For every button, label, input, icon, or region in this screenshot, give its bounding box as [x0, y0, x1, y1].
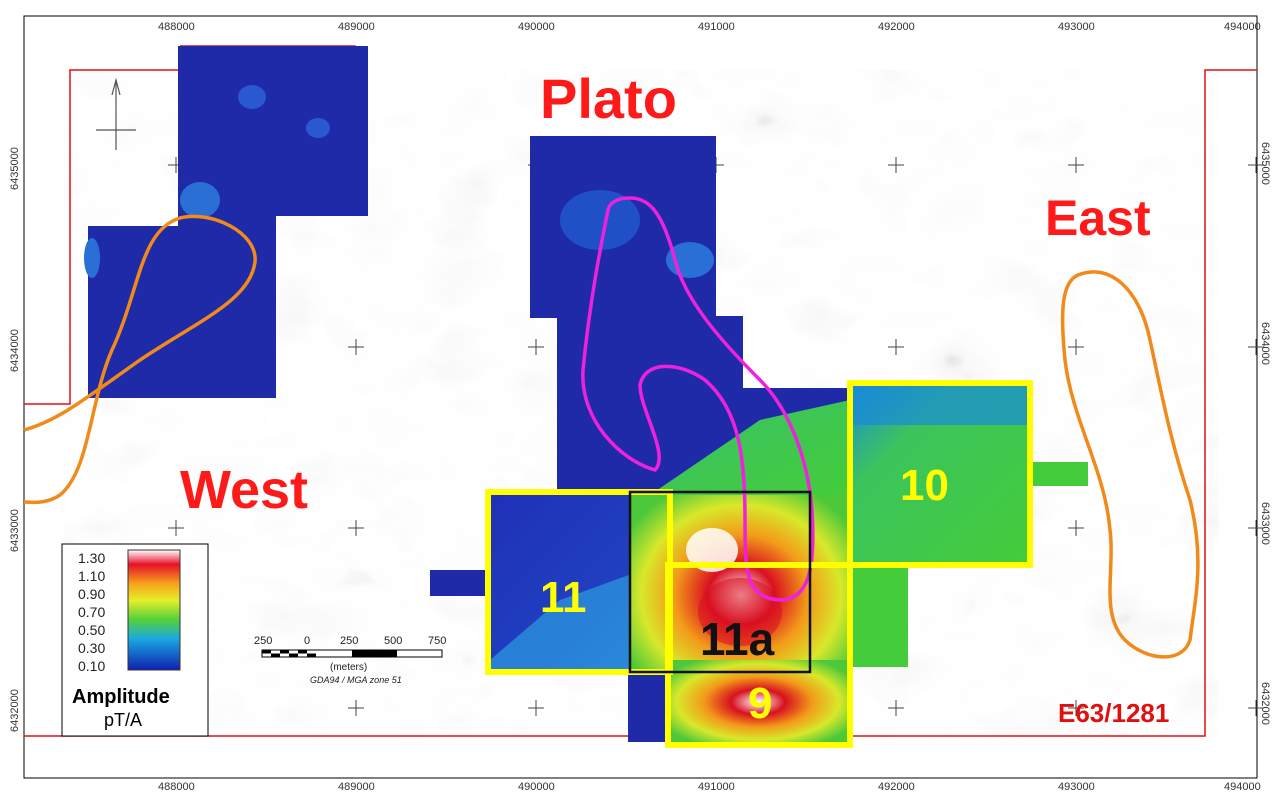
legend-color-bar [127, 549, 181, 671]
scale-bar: 250 0 250 500 750 (meters) GDA94 / MGA z… [254, 635, 446, 685]
x-tick: 492000 [878, 21, 915, 33]
x-tick: 490000 [518, 781, 555, 793]
x-tick: 489000 [338, 781, 375, 793]
scale-label: 250 [340, 635, 358, 647]
x-tick: 492000 [878, 781, 915, 793]
region-label-east: East [1045, 190, 1151, 246]
y-tick: 6435000 [9, 147, 21, 190]
x-axis-top: 488000 489000 490000 491000 492000 49300… [158, 21, 1261, 33]
y-tick: 6434000 [9, 329, 21, 372]
block-label-10: 10 [900, 461, 949, 510]
block-label-11a: 11a [700, 613, 775, 665]
scale-units: (meters) [330, 662, 367, 673]
y-axis-right: 6435000 6434000 6433000 6432000 [1259, 142, 1271, 725]
y-tick: 6434000 [1259, 322, 1271, 365]
y-tick: 6432000 [9, 689, 21, 732]
em-block-plato [530, 136, 850, 495]
block-10-outline [847, 380, 1033, 568]
x-tick: 491000 [698, 781, 735, 793]
amplitude-legend: 1.30 1.10 0.90 0.70 0.50 0.30 0.10 Ampli… [61, 543, 209, 737]
scale-projection: GDA94 / MGA zone 51 [310, 675, 402, 685]
legend-value: 0.70 [78, 604, 105, 620]
x-axis-bottom: 488000 489000 490000 491000 492000 49300… [158, 781, 1261, 793]
x-tick: 494000 [1224, 781, 1261, 793]
scale-label: 250 [254, 635, 272, 647]
block-9-outline [665, 562, 853, 748]
y-axis-left: 6435000 6434000 6433000 6432000 [9, 147, 21, 732]
x-tick: 491000 [698, 21, 735, 33]
block-11a-outline [628, 490, 812, 674]
legend-value: 1.30 [78, 550, 105, 566]
scale-label: 0 [304, 635, 310, 647]
region-label-west: West [180, 460, 308, 520]
x-tick: 488000 [158, 781, 195, 793]
legend-value: 0.90 [78, 586, 105, 602]
north-arrow-icon [96, 77, 136, 150]
em-block-west [84, 46, 368, 398]
em-block-10 [850, 385, 1088, 565]
y-tick: 6433000 [9, 509, 21, 552]
scale-label: 500 [384, 635, 402, 647]
x-tick: 493000 [1058, 781, 1095, 793]
x-tick: 493000 [1058, 21, 1095, 33]
survey-block-outlines [485, 380, 1033, 748]
block-label-11: 11 [540, 573, 587, 622]
x-tick: 488000 [158, 21, 195, 33]
legend-value: 0.50 [78, 622, 105, 638]
y-tick: 6433000 [1259, 502, 1271, 545]
west-orange-outline [23, 214, 257, 505]
legend-value: 0.10 [78, 658, 105, 674]
tenement-boundary-east [24, 69, 1257, 737]
east-orange-outline [1060, 270, 1200, 659]
x-tick: 494000 [1224, 21, 1261, 33]
legend-value: 0.30 [78, 640, 105, 656]
map-frame [23, 15, 1258, 779]
scale-label: 750 [428, 635, 446, 647]
x-tick: 489000 [338, 21, 375, 33]
x-tick: 490000 [518, 21, 555, 33]
block-label-9: 9 [748, 679, 772, 728]
y-tick: 6435000 [1259, 142, 1271, 185]
y-tick: 6432000 [1259, 682, 1271, 725]
legend-value: 1.10 [78, 568, 105, 584]
region-label-plato: Plato [540, 67, 677, 130]
legend-unit: pT/A [104, 710, 142, 730]
legend-title: Amplitude [72, 686, 170, 708]
tenement-id: E63/1281 [1058, 698, 1169, 728]
